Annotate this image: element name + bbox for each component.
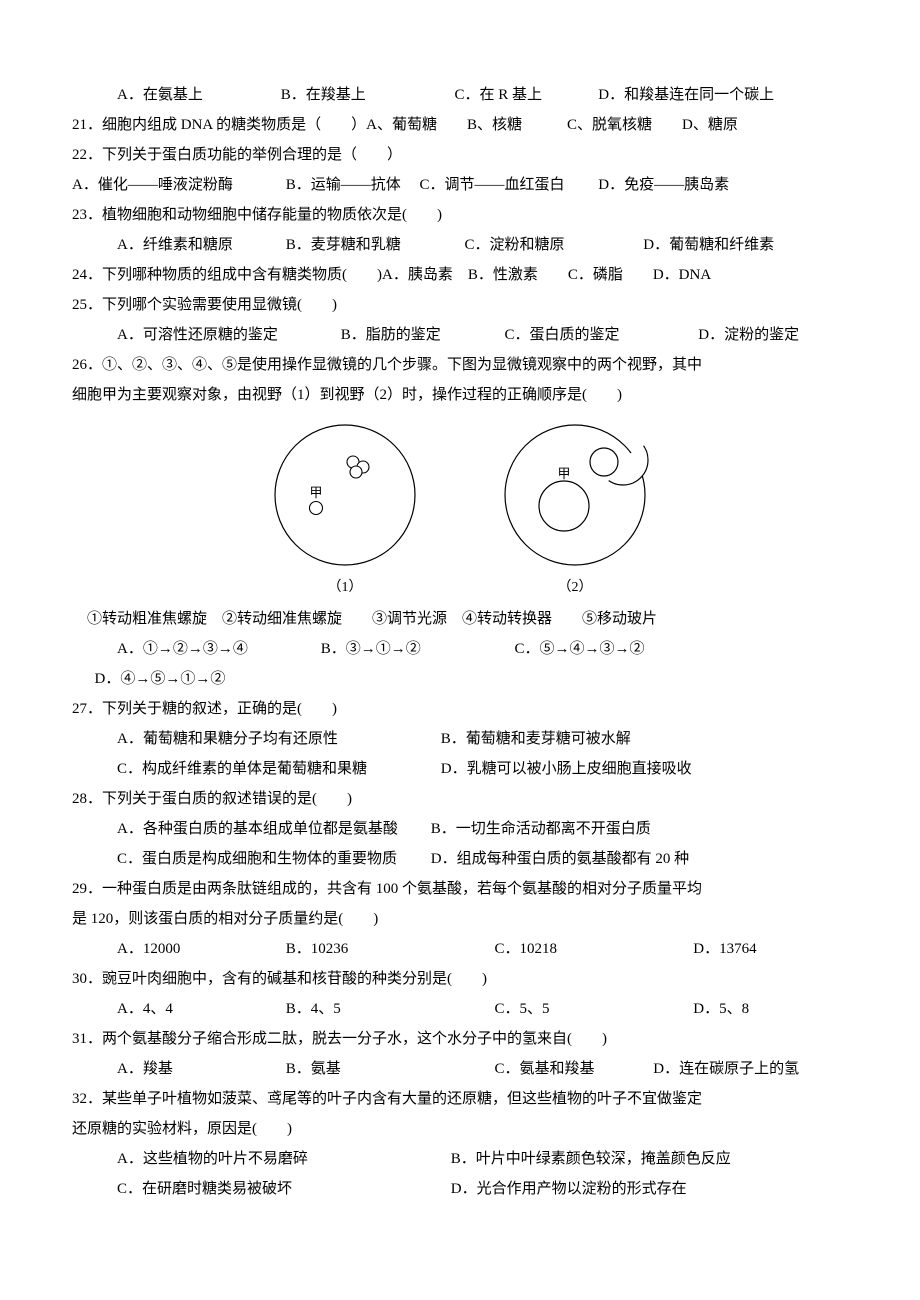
q27-optB: B．葡萄糖和麦芽糖可被水解 [418,724,631,754]
q26-optC: C．⑤→④→③→② [492,634,692,664]
q29-text1: 29．一种蛋白质是由两条肽链组成的，共含有 100 个氨基酸，若每个氨基酸的相对… [72,874,848,904]
q31-optB: B．氨基 [263,1054,468,1084]
q31-optC: C．氨基和羧基 [472,1054,627,1084]
q28-optC: C．蛋白质是构成细胞和生物体的重要物质 [95,844,405,874]
q32-optD: D．光合作用产物以淀粉的形式存在 [428,1174,686,1204]
q20-optA: A．在氨基上 [95,80,255,110]
q23-optD: D．葡萄糖和纤维素 [621,230,774,260]
q32-options-1: A．这些植物的叶片不易磨碎 B．叶片中叶绿素颜色较深，掩盖颜色反应 [72,1144,848,1174]
q25-text: 25．下列哪个实验需要使用显微镜( ) [72,290,848,320]
q32-optC: C．在研磨时糖类易被破坏 [95,1174,425,1204]
q26-diagram-row: 甲 （1） 甲 （2） [72,420,848,602]
q28-text: 28．下列关于蛋白质的叙述错误的是( ) [72,784,848,814]
diagram-2-label: （2） [558,574,593,602]
q30-text: 30．豌豆叶肉细胞中，含有的碱基和核苷酸的种类分别是( ) [72,964,848,994]
q28-options-2: C．蛋白质是构成细胞和生物体的重要物质 D．组成每种蛋白质的氨基酸都有 20 种 [72,844,848,874]
q28-optB: B．一切生命活动都离不开蛋白质 [408,814,651,844]
q20-optC: C．在 R 基上 [432,80,572,110]
q23-optC: C．淀粉和糖原 [442,230,617,260]
q28-optD: D．组成每种蛋白质的氨基酸都有 20 种 [408,844,689,874]
microscope-view-2-svg: 甲 [500,420,650,570]
q22-optA: A．催化——唾液淀粉酶 [72,170,282,200]
q26-text2: 细胞甲为主要观察对象，由视野（1）到视野（2）时，操作过程的正确顺序是( ) [72,380,848,410]
jia-label-1: 甲 [309,485,322,500]
q25-optB: B．脂肪的鉴定 [318,320,478,350]
q23-optB: B．麦芽糖和乳糖 [263,230,438,260]
diagram-1-label: （1） [328,574,363,602]
q25-options: A．可溶性还原糖的鉴定 B．脂肪的鉴定 C．蛋白质的鉴定 D．淀粉的鉴定 [72,320,848,350]
q22-optD: D．免疫——胰岛素 [598,170,729,200]
q25-optD: D．淀粉的鉴定 [676,320,799,350]
q27-options-2: C．构成纤维素的单体是葡萄糖和果糖 D．乳糖可以被小肠上皮细胞直接吸收 [72,754,848,784]
q27-optA: A．葡萄糖和果糖分子均有还原性 [95,724,415,754]
q27-optD: D．乳糖可以被小肠上皮细胞直接吸收 [418,754,691,784]
q24-text: 24．下列哪种物质的组成中含有糖类物质( )A．胰岛素 B．性激素 C．磷脂 D… [72,260,848,290]
q26-diagram-1: 甲 （1） [270,420,420,602]
q28-optA: A．各种蛋白质的基本组成单位都是氨基酸 [95,814,405,844]
q27-options-1: A．葡萄糖和果糖分子均有还原性 B．葡萄糖和麦芽糖可被水解 [72,724,848,754]
q32-optB: B．叶片中叶绿素颜色较深，掩盖颜色反应 [428,1144,731,1174]
q29-options: A．12000 B．10236 C．10218 D．13764 [72,934,848,964]
q23-optA: A．纤维素和糖原 [95,230,260,260]
q27-text: 27．下列关于糖的叙述，正确的是( ) [72,694,848,724]
q27-optC: C．构成纤维素的单体是葡萄糖和果糖 [95,754,415,784]
q31-text: 31．两个氨基酸分子缩合形成二肽，脱去一分子水，这个水分子中的氢来自( ) [72,1024,848,1054]
q28-options-1: A．各种蛋白质的基本组成单位都是氨基酸 B．一切生命活动都离不开蛋白质 [72,814,848,844]
q30-optC: C．5、5 [472,994,667,1024]
q26-optB: B．③→①→② [298,634,488,664]
q26-options: A．①→②→③→④ B．③→①→② C．⑤→④→③→② D．④→⑤→①→② [72,634,848,694]
q31-options: A．羧基 B．氨基 C．氨基和羧基 D．连在碳原子上的氢 [72,1054,848,1084]
q31-optD: D．连在碳原子上的氢 [631,1054,799,1084]
q32-options-2: C．在研磨时糖类易被破坏 D．光合作用产物以淀粉的形式存在 [72,1174,848,1204]
q22-optB: B．运输——抗体 [286,170,416,200]
q29-optA: A．12000 [95,934,260,964]
q29-text2: 是 120，则该蛋白质的相对分子质量约是( ) [72,904,848,934]
q30-optB: B．4、5 [263,994,468,1024]
q32-optA: A．这些植物的叶片不易磨碎 [95,1144,425,1174]
q25-optA: A．可溶性还原糖的鉴定 [95,320,315,350]
q29-optC: C．10218 [472,934,667,964]
q25-optC: C．蛋白质的鉴定 [482,320,672,350]
q23-options: A．纤维素和糖原 B．麦芽糖和乳糖 C．淀粉和糖原 D．葡萄糖和纤维素 [72,230,848,260]
microscope-view-1-svg: 甲 [270,420,420,570]
q29-optD: D．13764 [671,934,757,964]
q26-diagram-2: 甲 （2） [500,420,650,602]
q31-optA: A．羧基 [95,1054,260,1084]
q22-options: A．催化——唾液淀粉酶 B．运输——抗体 C．调节——血红蛋白 D．免疫——胰岛… [72,170,848,200]
q29-optB: B．10236 [263,934,468,964]
q26-optD: D．④→⑤→①→② [72,664,225,694]
q26-text1: 26．①、②、③、④、⑤是使用操作显微镜的几个步骤。下图为显微镜观察中的两个视野… [72,350,848,380]
q22-optC: C．调节——血红蛋白 [420,170,595,200]
q20-optB: B．在羧基上 [258,80,428,110]
q23-text: 23．植物细胞和动物细胞中储存能量的物质依次是( ) [72,200,848,230]
q30-options: A．4、4 B．4、5 C．5、5 D．5、8 [72,994,848,1024]
jia-label-2: 甲 [557,466,570,481]
q30-optD: D．5、8 [671,994,749,1024]
q26-line3: ①转动粗准焦螺旋 ②转动细准焦螺旋 ③调节光源 ④转动转换器 ⑤移动玻片 [72,604,848,634]
q22-text: 22．下列关于蛋白质功能的举例合理的是（ ） [72,140,848,170]
q32-text2: 还原糖的实验材料，原因是( ) [72,1114,848,1144]
q32-text1: 32．某些单子叶植物如菠菜、鸢尾等的叶子内含有大量的还原糖，但这些植物的叶子不宜… [72,1084,848,1114]
q21-text: 21．细胞内组成 DNA 的糖类物质是（ ）A、葡萄糖 B、核糖 C、脱氧核糖 … [72,110,848,140]
q30-optA: A．4、4 [95,994,260,1024]
q20-optD: D．和羧基连在同一个碳上 [576,80,774,110]
q20-options: A．在氨基上 B．在羧基上 C．在 R 基上 D．和羧基连在同一个碳上 [72,80,848,110]
q26-optA: A．①→②→③→④ [95,634,295,664]
